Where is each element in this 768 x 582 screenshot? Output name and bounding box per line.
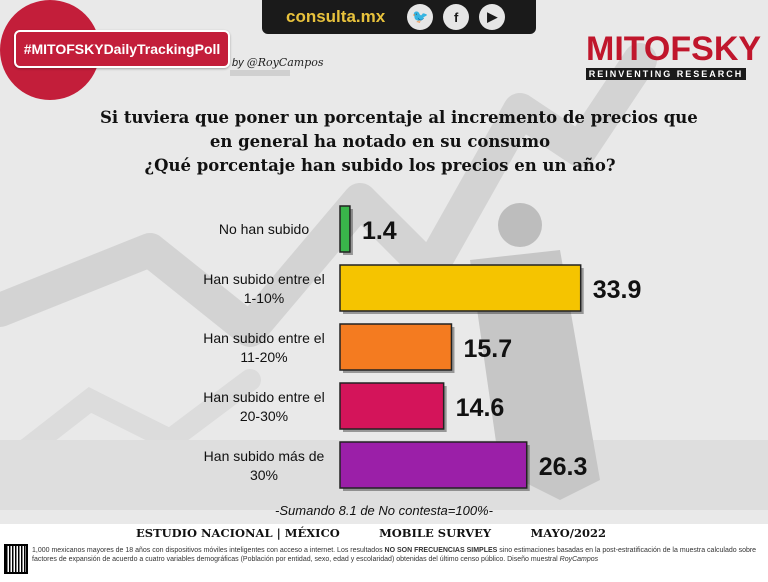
footer-band [0, 524, 768, 582]
logo-name: MITOFSKY [586, 30, 762, 68]
bar [339, 205, 351, 253]
mitofsky-logo: MITOFSKY REINVENTING RESEARCH [586, 30, 762, 80]
question-line-1: Si tuviera que poner un porcentaje al in… [100, 108, 698, 127]
bar-chart: 1.4 No han subido 33.9 Han subido entre el 1… [203, 205, 642, 491]
byline: by @RoyCampos [232, 56, 324, 69]
bar [339, 441, 528, 489]
no-answer-note: -Sumando 8.1 de No contesta=100%- [275, 503, 493, 518]
footer-title: ESTUDIO NACIONAL | MÉXICO MOBILE SURVEY … [136, 526, 606, 540]
byline-name: @RoyCampos [246, 56, 324, 69]
footer-date: MAYO/2022 [530, 526, 606, 540]
category-label: 1-10% [244, 290, 284, 306]
footer-survey: MOBILE SURVEY [379, 526, 492, 540]
category-label: 30% [250, 467, 278, 483]
twitter-icon[interactable]: 🐦 [407, 4, 434, 30]
category-label: Han subido más de [204, 448, 325, 464]
value-label: 26.3 [539, 453, 588, 481]
bar [339, 323, 453, 371]
hashtag-badge: #MITOFSKYDailyTrackingPoll [14, 30, 230, 68]
youtube-icon[interactable]: ▶ [479, 4, 506, 30]
logo-tagline: REINVENTING RESEARCH [586, 68, 746, 80]
top-bar: consulta.mx 🐦 f ▶ [262, 0, 536, 34]
value-label: 33.9 [593, 276, 642, 304]
facebook-icon[interactable]: f [443, 4, 470, 30]
bar [339, 382, 445, 430]
category-label: Han subido entre el [203, 271, 324, 287]
question-line-2: en general ha notado en su consumo [209, 132, 551, 151]
methodology-text: 1,000 mexicanos mayores de 18 años con d… [32, 547, 757, 563]
bar [339, 264, 582, 312]
question-line-3: ¿Qué porcentaje han subido los precios e… [144, 156, 616, 175]
category-label: Han subido entre el [203, 389, 324, 405]
value-label: 1.4 [362, 217, 397, 245]
site-link[interactable]: consulta.mx [286, 7, 386, 26]
category-label: Han subido entre el [203, 330, 324, 346]
question-title: Si tuviera que poner un porcentaje al in… [100, 106, 698, 178]
value-label: 15.7 [463, 335, 512, 363]
value-label: 14.6 [456, 394, 505, 422]
category-label: 20-30% [240, 408, 288, 424]
byline-prefix: by [232, 57, 244, 69]
category-label: 11-20% [240, 349, 287, 365]
qr-code [4, 544, 28, 574]
footer-study: ESTUDIO NACIONAL | MÉXICO [136, 526, 340, 540]
category-label: No han subido [219, 221, 310, 237]
